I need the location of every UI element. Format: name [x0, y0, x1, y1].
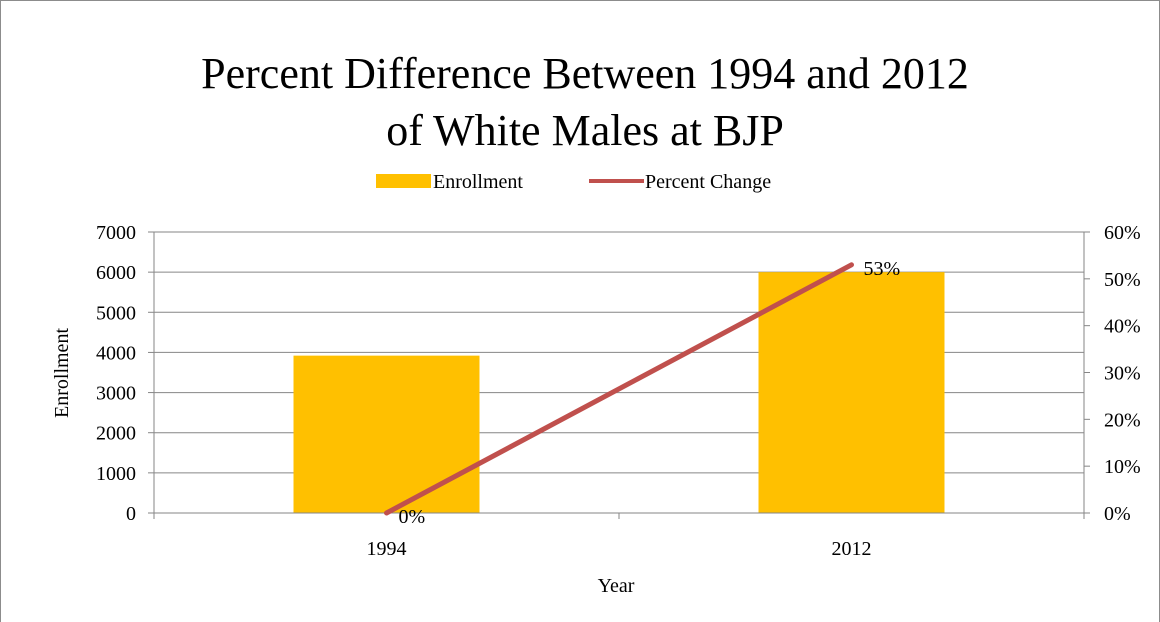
right-axis-tick-label: 40%: [1104, 316, 1141, 338]
left-axis-tick-label: 6000: [96, 262, 136, 284]
left-axis-tick-label: 3000: [96, 383, 136, 405]
plot-area: 0 1000 2000 3000 4000 5000 6000 7000 0% 10% 20% 30%…: [96, 222, 1141, 560]
x-axis-title: Year: [598, 575, 635, 597]
legend-label-enrollment: Enrollment: [433, 171, 523, 193]
left-axis-tick-label: 2000: [96, 423, 136, 445]
right-axis-tick-label: 20%: [1104, 409, 1141, 431]
bar-1994: [293, 355, 480, 513]
legend: Enrollment Percent Change: [376, 171, 771, 193]
data-label-1994: 0%: [399, 506, 426, 528]
left-axis-tick-label: 5000: [96, 302, 136, 324]
right-axis-tick-label: 60%: [1104, 222, 1141, 244]
percent-change-line: [384, 262, 854, 516]
left-axis-tick-label: 4000: [96, 342, 136, 364]
right-axis-tick-label: 0%: [1104, 503, 1131, 525]
y-axis-title: Enrollment: [51, 328, 73, 418]
legend-label-percent-change: Percent Change: [645, 171, 771, 193]
left-axis-tick-label: 0: [126, 503, 136, 525]
data-label-2012: 53%: [864, 258, 901, 280]
legend-swatch-enrollment: [376, 174, 431, 188]
bar-2012: [758, 272, 945, 513]
chart-title-line-1: Percent Difference Between 1994 and 2012: [201, 49, 969, 98]
left-axis-tick-label: 1000: [96, 463, 136, 485]
right-axis-tick-label: 30%: [1104, 363, 1141, 385]
left-axis-tick-label: 7000: [96, 222, 136, 244]
right-axis-tick-label: 50%: [1104, 269, 1141, 291]
x-axis-tick-label: 2012: [832, 538, 872, 560]
x-axis-tick-label: 1994: [367, 538, 407, 560]
right-axis-tick-label: 10%: [1104, 456, 1141, 478]
chart-title-line-2: of White Males at BJP: [386, 106, 784, 155]
